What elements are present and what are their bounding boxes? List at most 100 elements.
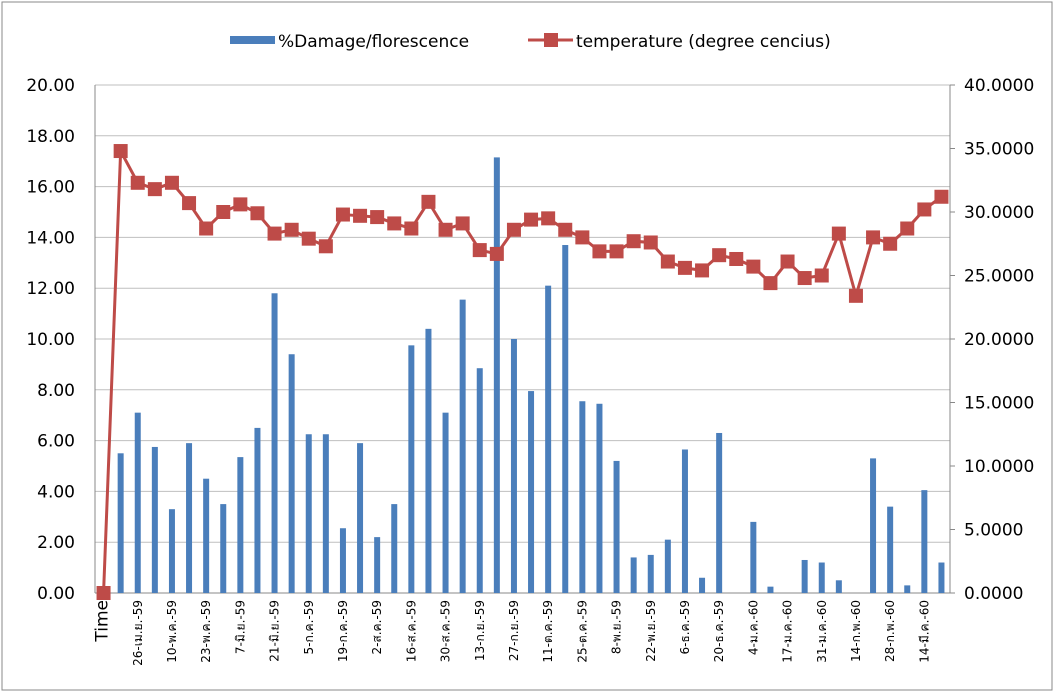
bar (904, 585, 911, 593)
y2-tick-label: 30.0000 (964, 203, 1034, 223)
bar (459, 299, 466, 593)
y2-tick-label: 25.0000 (964, 267, 1034, 287)
bar (442, 412, 449, 593)
marker (318, 239, 333, 254)
x-tick-label: 17-ม.ค.-60 (781, 600, 795, 663)
bar (545, 285, 552, 593)
y2-tick-label: 5.0000 (964, 521, 1023, 541)
marker (695, 263, 710, 278)
legend-swatch (230, 36, 275, 44)
x-tick-label: 14-ก.พ.-60 (849, 600, 863, 662)
y-tick-label: 10.00 (26, 330, 75, 350)
marker (814, 268, 829, 283)
marker (609, 244, 624, 259)
bar (938, 562, 945, 593)
bar (681, 449, 688, 593)
bar (596, 403, 603, 593)
marker (712, 248, 727, 263)
bar (818, 562, 825, 593)
bar (391, 504, 398, 593)
marker (455, 216, 470, 231)
y-tick-label: 6.00 (37, 432, 75, 452)
marker (199, 221, 214, 236)
marker (370, 210, 385, 225)
marker (216, 205, 231, 219)
marker (677, 260, 692, 275)
bar (887, 506, 894, 593)
marker (626, 234, 641, 249)
bar (699, 577, 706, 593)
legend-swatch (544, 33, 558, 47)
x-tick-label: 10-พ.ค.-59 (165, 600, 179, 663)
marker (866, 230, 881, 245)
y-tick-label: 16.00 (26, 178, 75, 198)
marker (917, 202, 932, 217)
marker (404, 221, 419, 236)
bar (630, 557, 637, 593)
bar (288, 354, 295, 593)
marker (353, 208, 368, 223)
x-tick-label: 6-ธ.ค.-59 (678, 600, 692, 655)
bar (835, 580, 842, 593)
bar (186, 443, 193, 593)
bar (408, 345, 415, 593)
marker (130, 175, 145, 190)
bar (664, 539, 671, 593)
marker (387, 216, 402, 231)
marker (164, 175, 179, 190)
y-tick-label: 0.00 (37, 584, 75, 604)
bar (357, 443, 364, 593)
x-tick-label: 5-ก.ค.-59 (302, 600, 316, 655)
y2-tick-label: 15.0000 (964, 394, 1034, 414)
bar (254, 427, 261, 593)
marker (438, 222, 453, 237)
bar (271, 293, 278, 593)
y-tick-label: 8.00 (37, 381, 75, 401)
marker (472, 243, 487, 258)
marker (250, 206, 265, 221)
marker (489, 246, 504, 261)
marker (831, 226, 846, 241)
marker (113, 144, 128, 159)
y-tick-label: 12.00 (26, 279, 75, 299)
legend-label: temperature (degree cencius) (576, 32, 831, 52)
x-tick-label: 25-ต.ค.-59 (575, 600, 589, 663)
marker (267, 226, 282, 241)
bar (870, 458, 877, 593)
bar (716, 432, 723, 593)
bar (510, 339, 517, 593)
marker (147, 182, 162, 197)
x-tick-label: 14-มี.ค.-60 (917, 600, 931, 663)
x-tick-label: 11-ต.ค.-59 (541, 600, 555, 663)
bar (117, 453, 124, 593)
marker (729, 251, 744, 266)
bar (339, 528, 346, 593)
x-tick-label: 4-ม.ค.-60 (746, 600, 760, 655)
x-tick-label: 2-ส.ค.-59 (370, 600, 384, 655)
marker (506, 222, 521, 237)
x-tick-label: 7-มิ.ย.-59 (233, 600, 247, 654)
y2-tick-label: 20.0000 (964, 330, 1034, 350)
y2-tick-label: 10.0000 (964, 457, 1034, 477)
bar (493, 157, 500, 593)
bar (613, 460, 620, 593)
x-tick-label: 8-พ.ย.-59 (610, 600, 624, 654)
x-tick-label: 23-พ.ค.-59 (199, 600, 213, 663)
marker (883, 236, 898, 251)
bar (203, 478, 210, 593)
y-tick-label: 20.00 (26, 76, 75, 96)
x-tick-label: 22-พ.ย.-59 (644, 600, 658, 662)
bar (374, 537, 381, 593)
bar (425, 328, 432, 593)
bar (647, 554, 654, 593)
x-tick-label: 19-ก.ค.-59 (336, 600, 350, 662)
marker (780, 254, 795, 269)
y-tick-label: 4.00 (37, 482, 75, 502)
x-tick-label: 28-ก.พ.-60 (883, 600, 897, 662)
x-tick-label: 31-ม.ค.-60 (815, 600, 829, 663)
y2-tick-label: 40.0000 (964, 76, 1034, 96)
marker (233, 197, 248, 212)
x-tick-label: 26-เม.ย.-59 (131, 600, 145, 666)
bar (168, 509, 175, 593)
